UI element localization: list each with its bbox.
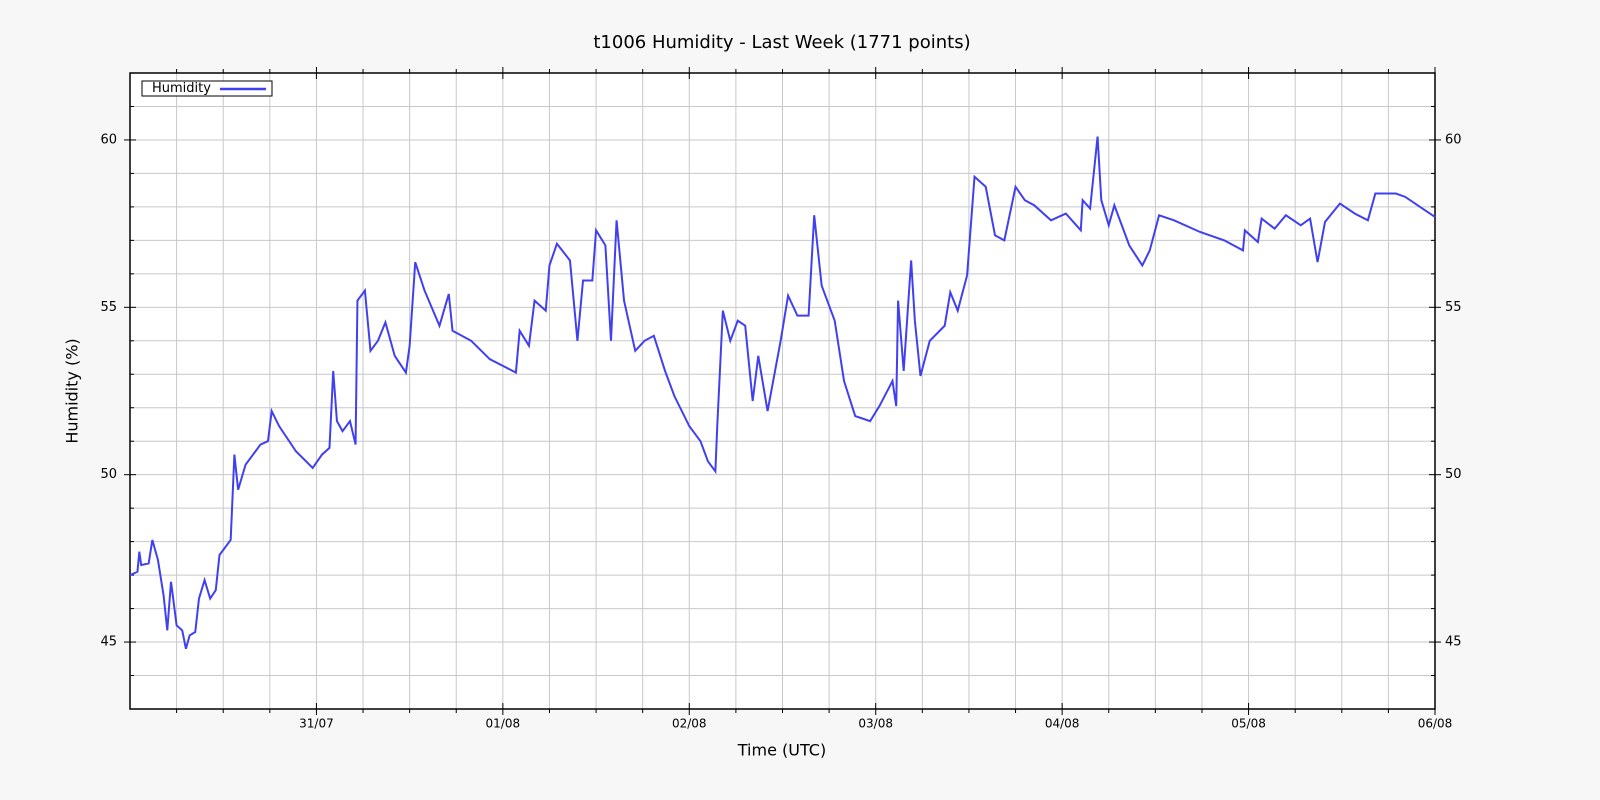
data-line [129,136,1436,650]
y2-tick-label: 45 [1445,635,1462,650]
x-tick-label: 06/08 [1418,717,1453,731]
x-axis-label: Time (UTC) [737,741,826,760]
x-tick-label: 04/08 [1045,717,1080,731]
legend-box [141,80,273,97]
y2-tick-label: 60 [1445,132,1462,147]
x-tick-label: 01/08 [486,717,521,731]
y-tick-label: 50 [100,467,117,482]
x-tick-label: 03/08 [858,717,893,731]
y-tick-label: 60 [100,132,117,147]
chart-title: t1006 Humidity - Last Week (1771 points) [593,32,970,53]
legend-label: Humidity [152,81,211,96]
y2-tick-label: 50 [1445,467,1462,482]
x-tick-label: 02/08 [672,717,707,731]
x-tick-label: 31/07 [299,717,334,731]
y-axis-label: Humidity (%) [63,338,82,443]
y-tick-label: 45 [100,635,117,650]
x-tick-label: 05/08 [1231,717,1266,731]
y2-tick-label: 55 [1445,300,1462,315]
plot-frame [129,72,1436,710]
y-tick-label: 55 [100,300,117,315]
